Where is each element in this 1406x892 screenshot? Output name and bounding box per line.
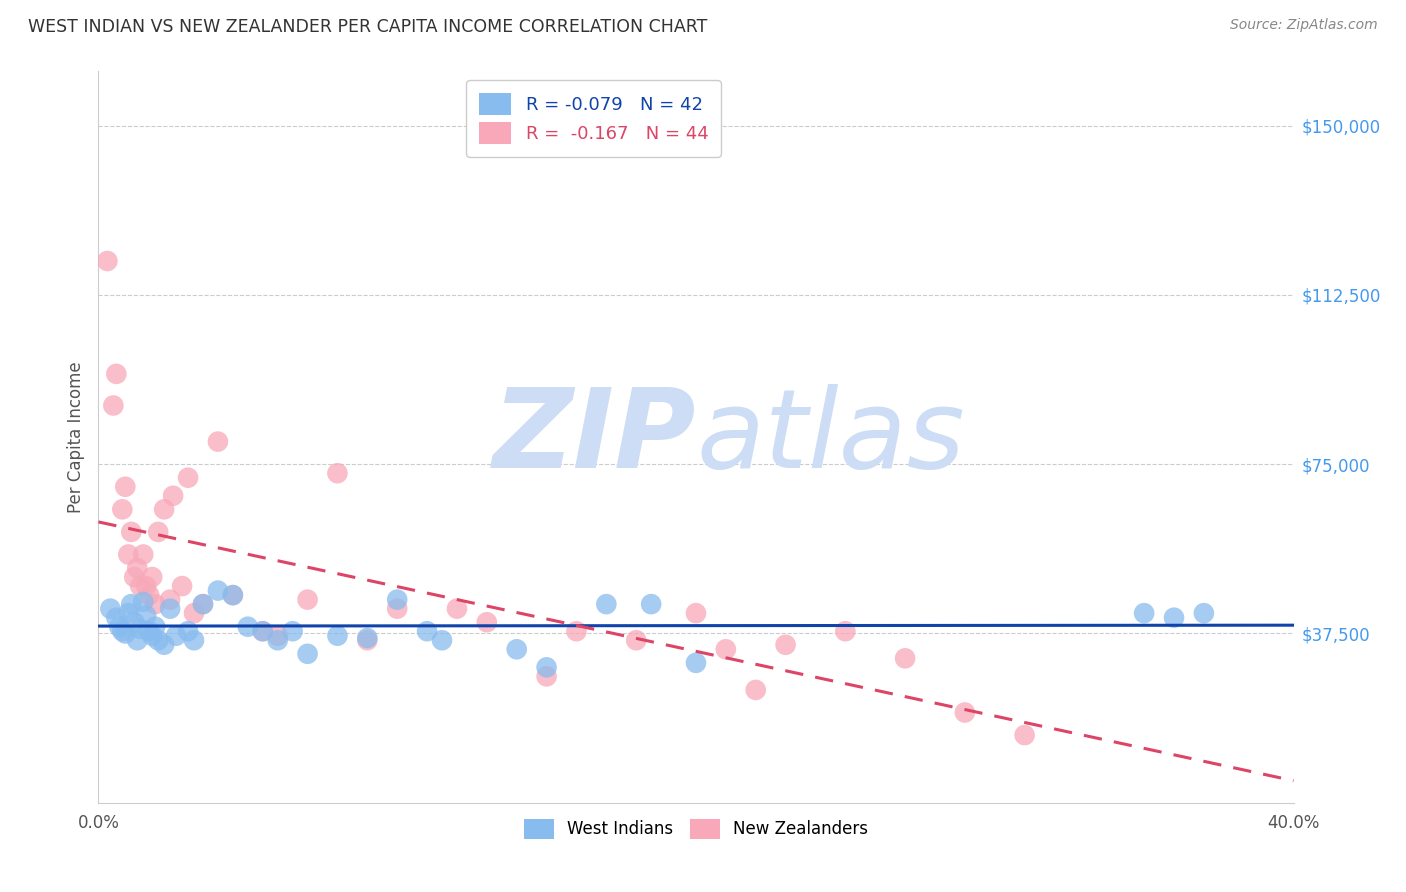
Point — [135, 579, 157, 593]
Text: WEST INDIAN VS NEW ZEALANDER PER CAPITA INCOME CORRELATION CHART: WEST INDIAN VS NEW ZEALANDER PER CAPITA … — [28, 18, 707, 36]
Point — [446, 601, 468, 615]
Point — [326, 629, 349, 643]
Point — [626, 633, 648, 648]
Point — [143, 597, 166, 611]
Point — [103, 399, 125, 413]
Point — [416, 624, 439, 639]
Point — [148, 633, 170, 648]
Point — [172, 579, 194, 593]
Point — [105, 367, 128, 381]
Text: ZIP: ZIP — [492, 384, 696, 491]
Point — [162, 489, 184, 503]
Point — [297, 647, 319, 661]
Point — [183, 633, 205, 648]
Point — [191, 597, 214, 611]
Point — [114, 480, 136, 494]
Point — [177, 471, 200, 485]
Point — [138, 588, 160, 602]
Point — [536, 669, 558, 683]
Point — [183, 606, 205, 620]
Point — [475, 615, 498, 630]
Point — [105, 610, 128, 624]
Point — [222, 588, 245, 602]
Point — [153, 502, 176, 516]
Point — [1133, 606, 1156, 620]
Point — [132, 595, 155, 609]
Point — [132, 548, 155, 562]
Point — [297, 592, 319, 607]
Point — [138, 624, 160, 639]
Point — [129, 622, 152, 636]
Point — [281, 624, 304, 639]
Point — [120, 597, 142, 611]
Point — [356, 633, 378, 648]
Point — [1192, 606, 1215, 620]
Point — [120, 524, 142, 539]
Point — [111, 502, 134, 516]
Point — [96, 254, 118, 268]
Y-axis label: Per Capita Income: Per Capita Income — [66, 361, 84, 513]
Point — [267, 629, 290, 643]
Point — [222, 588, 245, 602]
Point — [117, 548, 139, 562]
Point — [98, 601, 122, 615]
Point — [111, 624, 134, 639]
Point — [124, 615, 146, 630]
Point — [430, 633, 453, 648]
Point — [894, 651, 917, 665]
Point — [565, 624, 588, 639]
Point — [953, 706, 976, 720]
Point — [129, 579, 152, 593]
Text: Source: ZipAtlas.com: Source: ZipAtlas.com — [1230, 18, 1378, 32]
Point — [685, 656, 707, 670]
Point — [207, 583, 229, 598]
Point — [124, 570, 146, 584]
Point — [135, 608, 157, 623]
Point — [153, 638, 176, 652]
Point — [775, 638, 797, 652]
Point — [506, 642, 529, 657]
Point — [117, 606, 139, 620]
Point — [108, 620, 131, 634]
Legend: West Indians, New Zealanders: West Indians, New Zealanders — [517, 812, 875, 846]
Point — [143, 620, 166, 634]
Point — [159, 592, 181, 607]
Point — [1163, 610, 1185, 624]
Point — [326, 466, 349, 480]
Point — [640, 597, 662, 611]
Point — [595, 597, 617, 611]
Point — [141, 570, 163, 584]
Point — [385, 592, 409, 607]
Point — [127, 561, 149, 575]
Point — [252, 624, 274, 639]
Point — [356, 631, 378, 645]
Point — [252, 624, 274, 639]
Point — [165, 629, 187, 643]
Point — [834, 624, 856, 639]
Text: atlas: atlas — [696, 384, 965, 491]
Point — [159, 601, 181, 615]
Point — [148, 524, 170, 539]
Point — [177, 624, 200, 639]
Point — [207, 434, 229, 449]
Point — [385, 601, 409, 615]
Point — [141, 629, 163, 643]
Point — [191, 597, 214, 611]
Point — [745, 682, 768, 697]
Point — [267, 633, 290, 648]
Point — [236, 620, 259, 634]
Point — [714, 642, 737, 657]
Point — [536, 660, 558, 674]
Point — [127, 633, 149, 648]
Point — [114, 626, 136, 640]
Point — [685, 606, 707, 620]
Point — [1014, 728, 1036, 742]
